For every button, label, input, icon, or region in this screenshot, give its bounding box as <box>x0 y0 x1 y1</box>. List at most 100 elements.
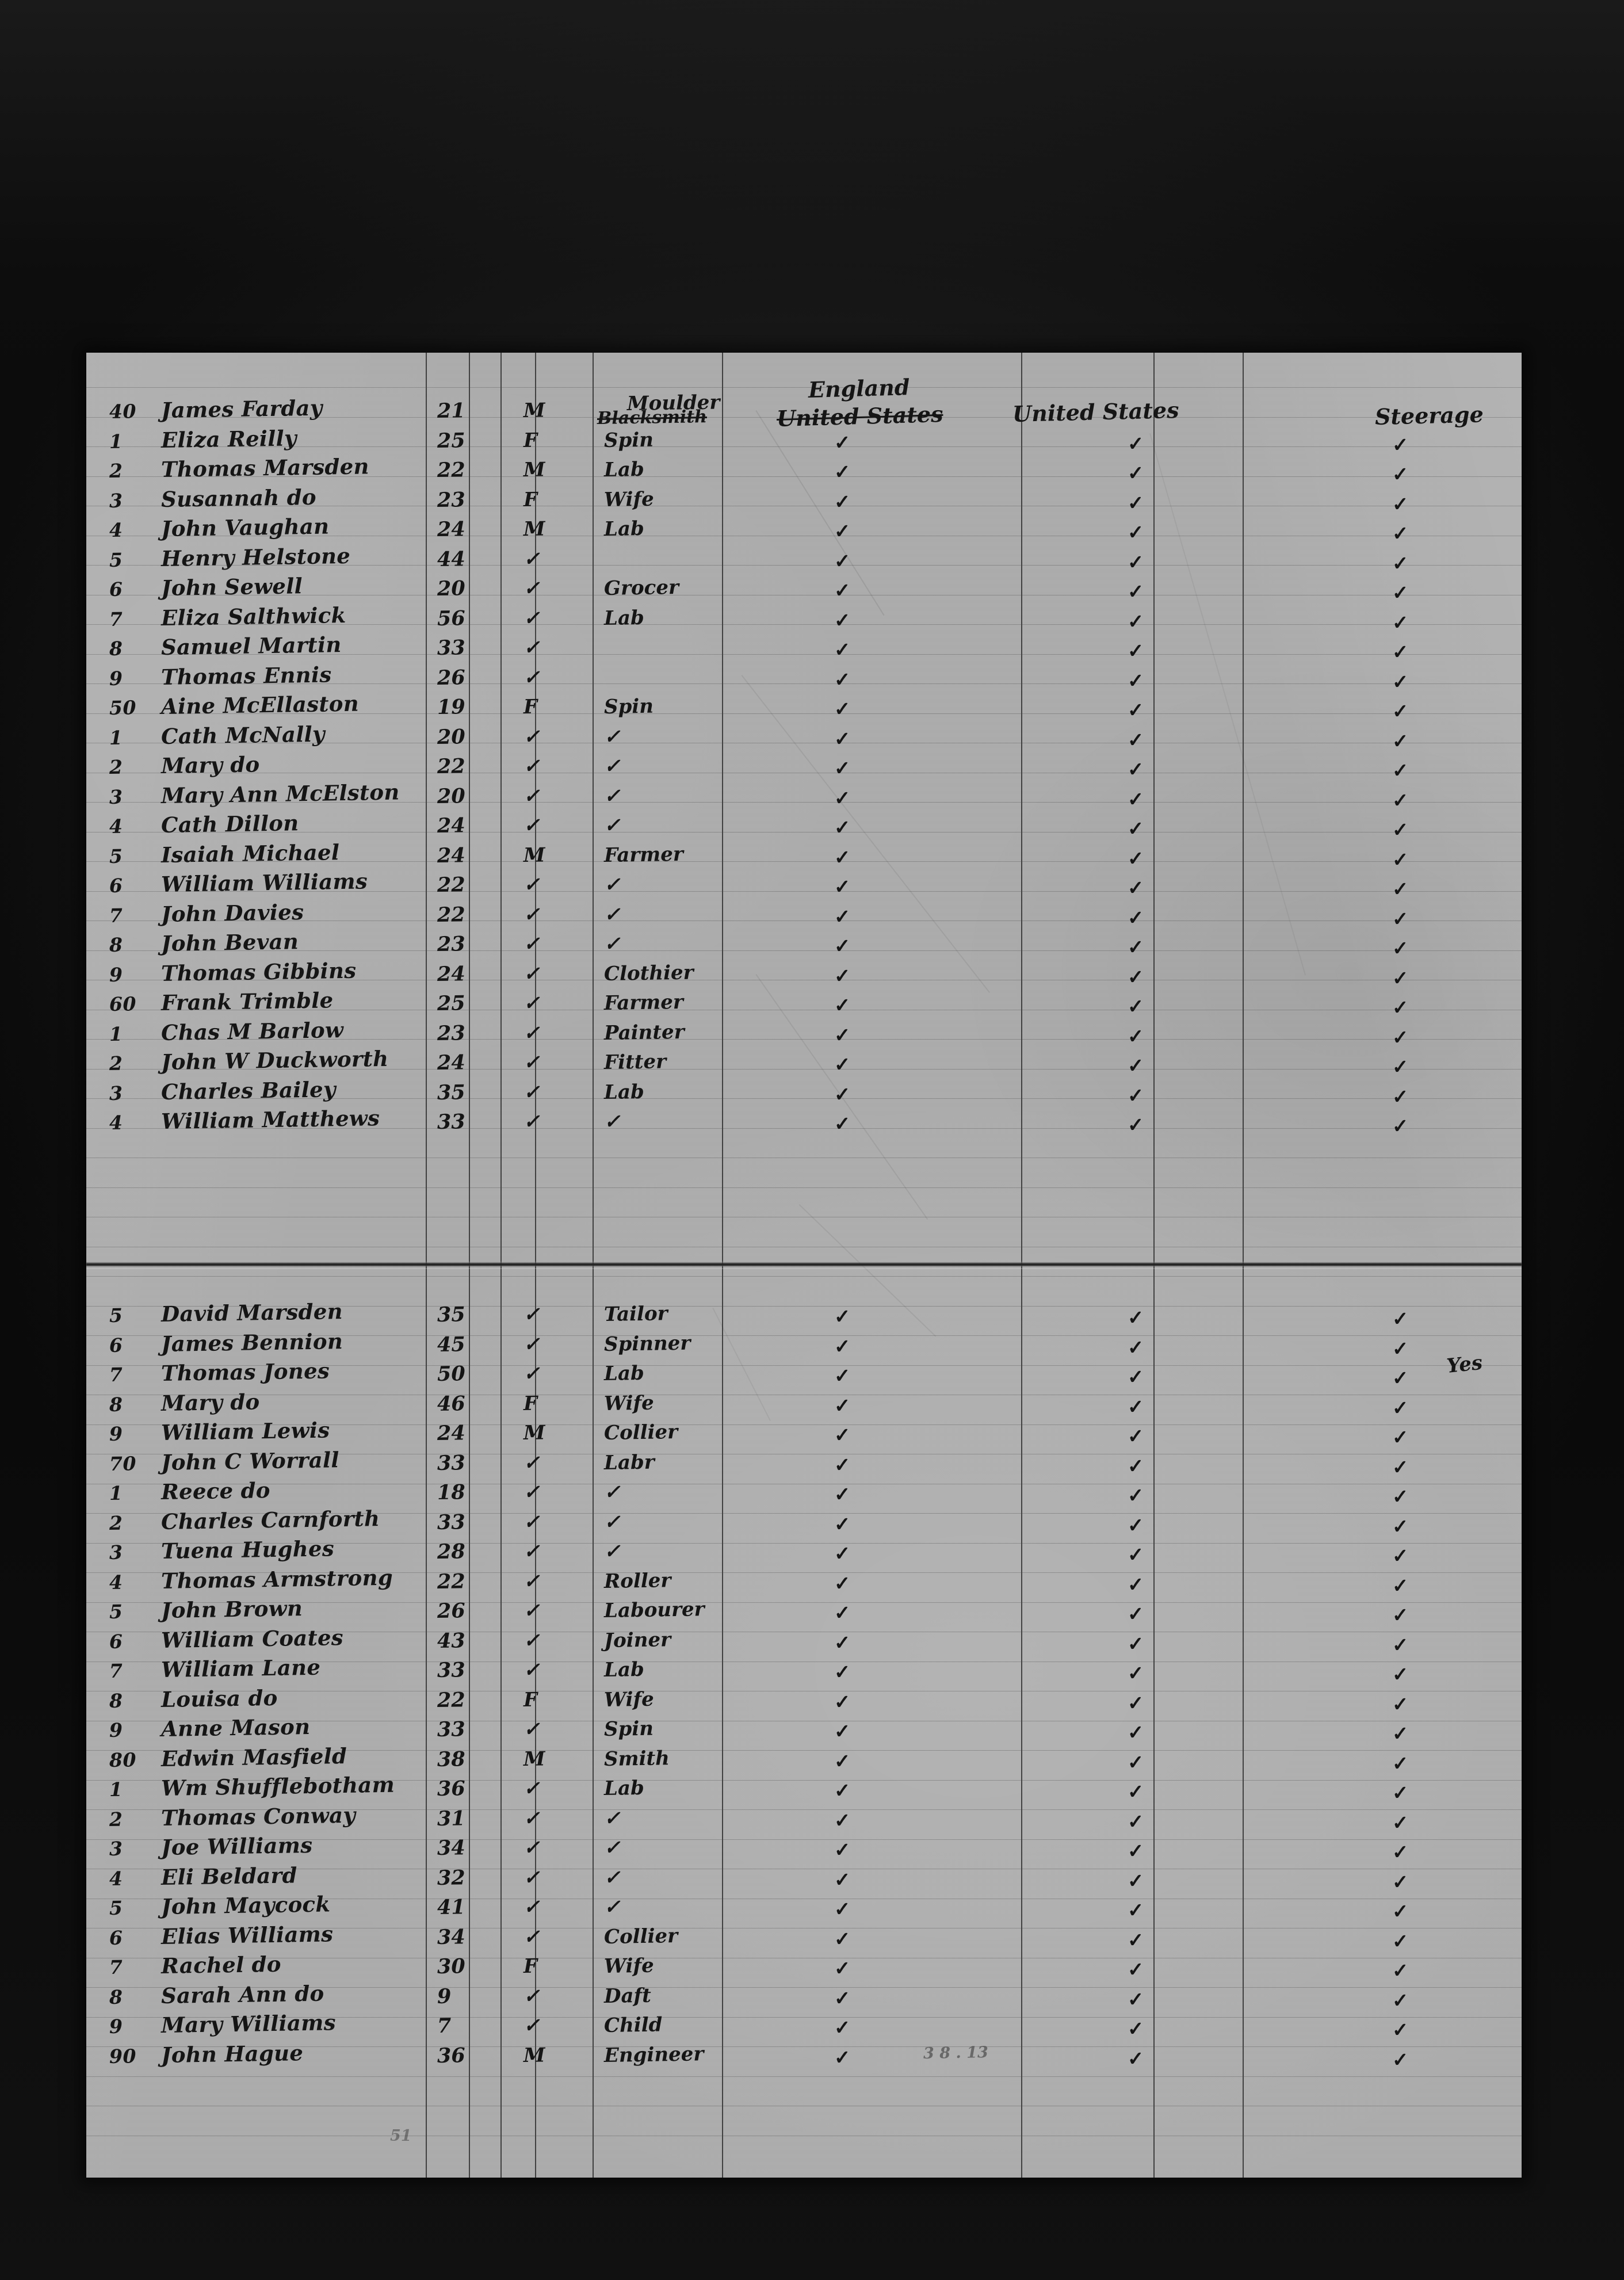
tally-note: 3 8 . 13 <box>923 2044 989 2063</box>
passenger-age: 23 <box>437 487 466 512</box>
passenger-age: 24 <box>437 1421 466 1445</box>
occupation: Wife <box>603 1687 655 1712</box>
row-number: 5 <box>109 1304 123 1327</box>
class-checkmark: ✓ <box>1392 818 1409 842</box>
passenger-age: 24 <box>437 961 466 986</box>
passenger-name: Thomas Jones <box>161 1358 330 1386</box>
passenger-sex: ✓ <box>523 962 540 986</box>
class-checkmark: ✓ <box>1392 1900 1409 1923</box>
passenger-sex: ✓ <box>523 1925 540 1949</box>
scratch-mark <box>755 410 885 616</box>
row-rule <box>86 2046 1522 2047</box>
row-rule <box>86 1424 1522 1425</box>
passenger-sex: M <box>523 2043 545 2067</box>
occupation: ✓ <box>603 1866 621 1889</box>
passenger-name: Wm Shufflebotham <box>161 1771 395 1801</box>
destination-checkmark: ✓ <box>1127 1839 1144 1863</box>
destination-checkmark: ✓ <box>1127 461 1144 485</box>
country-checkmark: ✓ <box>834 1513 851 1536</box>
country-checkmark: ✓ <box>834 1631 851 1655</box>
destination-checkmark: ✓ <box>1127 639 1144 663</box>
passenger-age: 32 <box>437 1865 466 1890</box>
class-checkmark: ✓ <box>1392 522 1409 545</box>
passenger-sex: F <box>523 429 538 452</box>
passenger-name: James Farday <box>161 395 323 423</box>
occupation: ✓ <box>603 1110 621 1133</box>
row-number: 4 <box>109 518 123 541</box>
country-checkmark: ✓ <box>834 1423 851 1447</box>
passenger-name: Thomas Ennis <box>161 661 332 690</box>
passenger-name: Mary Williams <box>161 2010 337 2038</box>
row-number: 5 <box>109 1896 123 1919</box>
row-number: 5 <box>109 1600 123 1623</box>
class-checkmark: ✓ <box>1392 1337 1409 1361</box>
destination-checkmark: ✓ <box>1127 1084 1144 1107</box>
passenger-sex: ✓ <box>523 1051 540 1074</box>
passenger-name: Mary do <box>161 751 260 778</box>
row-number: 5 <box>109 845 123 868</box>
row-number: 1 <box>109 1022 123 1045</box>
passenger-sex: ✓ <box>523 1895 540 1919</box>
class-checkmark: ✓ <box>1392 1307 1409 1331</box>
passenger-sex: ✓ <box>523 1110 540 1133</box>
destination-checkmark: ✓ <box>1127 728 1144 752</box>
country-checkmark: ✓ <box>834 1660 851 1684</box>
country-checkmark: ✓ <box>834 1750 851 1773</box>
row-rule <box>86 1750 1522 1751</box>
destination-checkmark: ✓ <box>1127 847 1144 870</box>
passenger-age: 38 <box>437 1747 466 1771</box>
occupation: Collier <box>603 1924 678 1949</box>
passenger-sex: M <box>523 1747 545 1771</box>
passenger-age: 26 <box>437 665 466 690</box>
occupation: ✓ <box>603 1510 621 1534</box>
passenger-sex: ✓ <box>523 1303 540 1326</box>
passenger-sex: ✓ <box>523 1332 540 1356</box>
row-number: 9 <box>109 1718 123 1741</box>
passenger-name: John Davies <box>161 899 304 927</box>
destination-checkmark: ✓ <box>1127 2017 1144 2041</box>
passenger-age: 23 <box>437 1021 466 1045</box>
passenger-age: 33 <box>437 1110 466 1134</box>
country-checkmark: ✓ <box>834 1897 851 1921</box>
row-number: 4 <box>109 815 123 838</box>
passenger-age: 35 <box>437 1080 466 1105</box>
country-checkmark: ✓ <box>834 1053 851 1076</box>
row-number: 8 <box>109 1985 123 2008</box>
country-checkmark: ✓ <box>834 1305 851 1328</box>
passenger-sex: ✓ <box>523 991 540 1015</box>
row-rule <box>86 387 1522 388</box>
class-checkmark: ✓ <box>1392 1026 1409 1049</box>
destination-checkmark: ✓ <box>1127 1306 1144 1330</box>
passenger-sex: F <box>523 1688 538 1712</box>
page-fold-highlight <box>86 1268 1522 1269</box>
passenger-name: Eliza Reilly <box>161 425 297 453</box>
country-checkmark: ✓ <box>834 1601 851 1625</box>
row-rule <box>86 446 1522 447</box>
passenger-age: 24 <box>437 814 466 838</box>
country-checkmark: ✓ <box>834 1453 851 1477</box>
destination-checkmark: ✓ <box>1127 1810 1144 1834</box>
destination-checkmark: ✓ <box>1127 1869 1144 1893</box>
destination-checkmark: ✓ <box>1127 1573 1144 1597</box>
occupation: ✓ <box>603 725 621 748</box>
occupation: Fitter <box>603 1050 667 1074</box>
row-rule <box>86 624 1522 625</box>
row-number: 3 <box>109 489 123 512</box>
country-checkmark: ✓ <box>834 520 851 543</box>
class-checkmark: ✓ <box>1392 1989 1409 2012</box>
passenger-age: 30 <box>437 1954 466 1979</box>
row-number: 7 <box>109 904 123 927</box>
class-checkmark: ✓ <box>1392 1959 1409 1983</box>
occupation: Lab <box>603 457 645 482</box>
passenger-name: Frank Trimble <box>161 987 334 1015</box>
country-checkmark: ✓ <box>834 1364 851 1388</box>
class-checkmark: ✓ <box>1392 877 1409 901</box>
passenger-age: 33 <box>437 1450 466 1475</box>
row-number: 50 <box>109 696 137 719</box>
passenger-sex: ✓ <box>523 1629 540 1652</box>
passenger-age: 18 <box>437 1480 466 1504</box>
destination-checkmark: ✓ <box>1127 758 1144 781</box>
passenger-age: 35 <box>437 1303 466 1327</box>
passenger-sex: M <box>523 399 545 422</box>
country-checkmark: ✓ <box>834 786 851 810</box>
